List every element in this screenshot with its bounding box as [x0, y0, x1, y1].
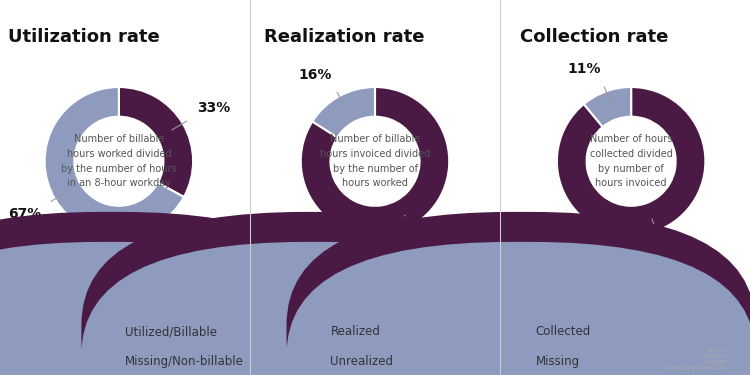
Text: Realization rate: Realization rate: [264, 27, 424, 45]
Text: Number of billable
hours worked divided
by the number of hours
in an 8-hour work: Number of billable hours worked divided …: [61, 134, 177, 189]
Wedge shape: [118, 87, 193, 197]
Text: Utilized/Billable: Utilized/Billable: [125, 326, 218, 338]
Text: 16%: 16%: [298, 68, 332, 82]
Text: 89%: 89%: [662, 246, 695, 261]
Wedge shape: [301, 87, 449, 236]
Text: Collection rate: Collection rate: [520, 27, 668, 45]
Text: Realized: Realized: [331, 326, 380, 338]
Text: 67%: 67%: [8, 207, 41, 221]
Text: Number of hours
collected divided
by number of
hours invoiced: Number of hours collected divided by num…: [590, 134, 673, 189]
Text: Missing: Missing: [536, 356, 580, 368]
Wedge shape: [584, 87, 632, 127]
Text: 33%: 33%: [196, 101, 230, 115]
Wedge shape: [557, 87, 706, 236]
Wedge shape: [312, 87, 375, 137]
Text: LEGAL
TRENDS
REPORT
PUBLISHED BY CLIO: LEGAL TRENDS REPORT PUBLISHED BY CLIO: [666, 348, 728, 371]
Text: 11%: 11%: [567, 62, 601, 76]
Text: 84%: 84%: [419, 241, 452, 255]
Text: Utilization rate: Utilization rate: [8, 27, 159, 45]
Text: Missing/Non-billable: Missing/Non-billable: [125, 356, 244, 368]
Text: Collected: Collected: [536, 326, 591, 338]
Wedge shape: [44, 87, 184, 236]
Text: Unrealized: Unrealized: [331, 356, 394, 368]
Text: Number of billable
hours invoiced divided
by the number of
hours worked: Number of billable hours invoiced divide…: [320, 134, 430, 189]
